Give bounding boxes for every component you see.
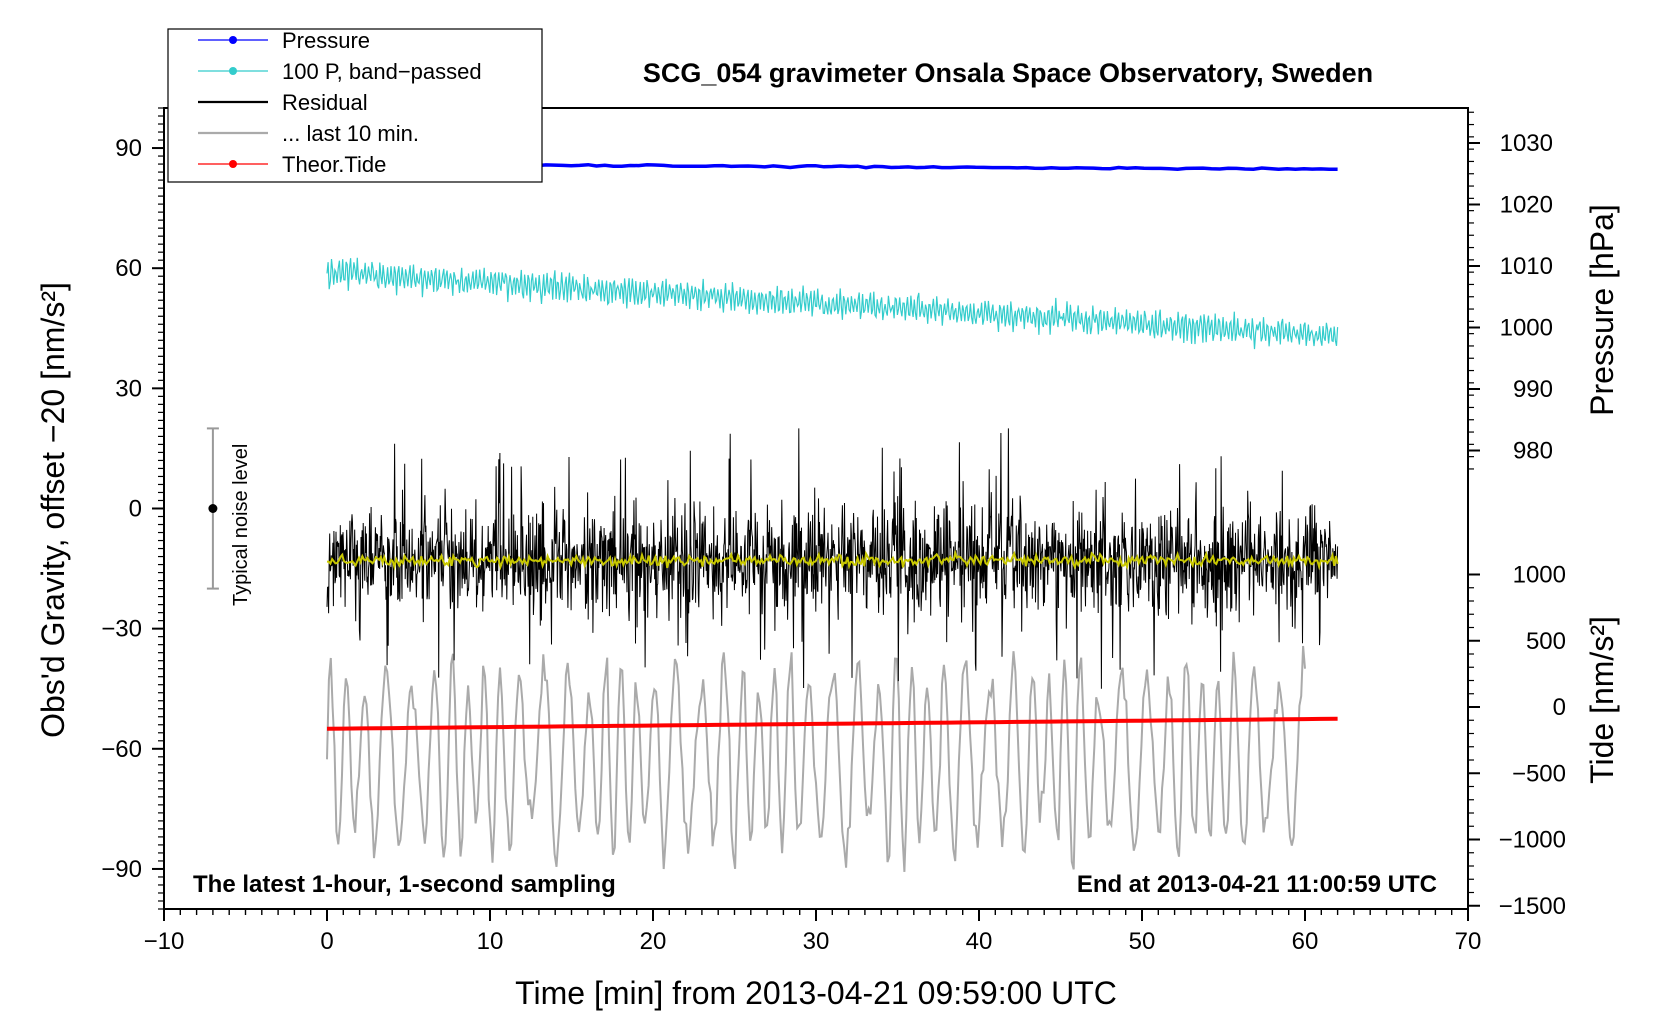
tide-tick-label: 500 [1526, 628, 1566, 655]
legend-marker [229, 160, 237, 168]
chart-title: SCG_054 gravimeter Onsala Space Observat… [643, 58, 1373, 88]
noise-level-indicator [206, 427, 219, 590]
x-tick-label: 60 [1292, 928, 1319, 955]
x-tick-label: −10 [144, 928, 185, 955]
y-left-tick-label: −30 [101, 616, 142, 643]
pressure-tick-label: 1010 [1500, 253, 1553, 280]
y-left-tick-label: 0 [129, 496, 142, 523]
y-left-tick-label: 90 [115, 135, 142, 162]
series-layer [326, 161, 1339, 872]
series-band-passed [326, 257, 1339, 350]
legend-label: Residual [282, 90, 368, 115]
series-residual-smoothed [326, 549, 1339, 571]
y-axis-title-pressure: Pressure [hPa] [1584, 204, 1620, 416]
tide-tick-label: 0 [1553, 694, 1566, 721]
pressure-tick-label: 980 [1513, 438, 1553, 465]
x-tick-label: 20 [640, 928, 667, 955]
x-tick-label: 50 [1129, 928, 1156, 955]
pressure-tick-label: 1000 [1500, 315, 1553, 342]
noise-level-dot [208, 504, 218, 513]
x-tick-label: 40 [966, 928, 993, 955]
legend-label: ... last 10 min. [282, 121, 419, 146]
y-left-tick-label: −60 [101, 736, 142, 763]
series-residual [326, 428, 1339, 689]
pressure-tick-label: 1020 [1500, 192, 1553, 219]
legend-label: Pressure [282, 28, 370, 53]
noise-level-label: Typical noise level [230, 444, 252, 606]
pressure-tick-label: 1030 [1500, 130, 1553, 157]
y-left-tick-label: 60 [115, 255, 142, 282]
y-left-tick-label: 30 [115, 375, 142, 402]
series-theor-tide [326, 716, 1338, 731]
legend-marker [229, 67, 237, 75]
tide-tick-label: −500 [1512, 760, 1566, 787]
x-tick-label: 10 [477, 928, 504, 955]
x-tick-label: 30 [803, 928, 830, 955]
y-axis-title-left: Obs'd Gravity, offset −20 [nm/s²] [35, 282, 71, 738]
tide-tick-label: −1500 [1499, 893, 1566, 920]
x-tick-label: 0 [320, 928, 333, 955]
note-left: The latest 1-hour, 1-second sampling [193, 871, 616, 898]
tide-tick-label: 1000 [1513, 562, 1566, 589]
legend-label: Theor.Tide [282, 152, 386, 177]
x-axis-title: Time [min] from 2013-04-21 09:59:00 UTC [515, 975, 1117, 1011]
pressure-tick-label: 990 [1513, 376, 1553, 403]
tide-tick-label: −1000 [1499, 827, 1566, 854]
y-axis-title-tide: Tide [nm/s²] [1584, 616, 1620, 784]
legend-label: 100 P, band−passed [282, 59, 482, 84]
ticks-layer: −10 0 10 20 30 40 50 60 709060300−30−60−90103010… [101, 107, 1566, 955]
legend-items: Pressure 100 P, band−passed Residual ... la… [198, 28, 482, 177]
legend: Pressure 100 P, band−passed Residual ... la… [167, 28, 543, 183]
note-right: End at 2013-04-21 11:00:59 UTC [1077, 871, 1437, 898]
x-tick-label: 70 [1455, 928, 1482, 955]
y-left-tick-label: −90 [101, 856, 142, 883]
series-last-10-min [326, 645, 1306, 872]
legend-marker [229, 36, 237, 44]
legend-box [167, 28, 543, 183]
